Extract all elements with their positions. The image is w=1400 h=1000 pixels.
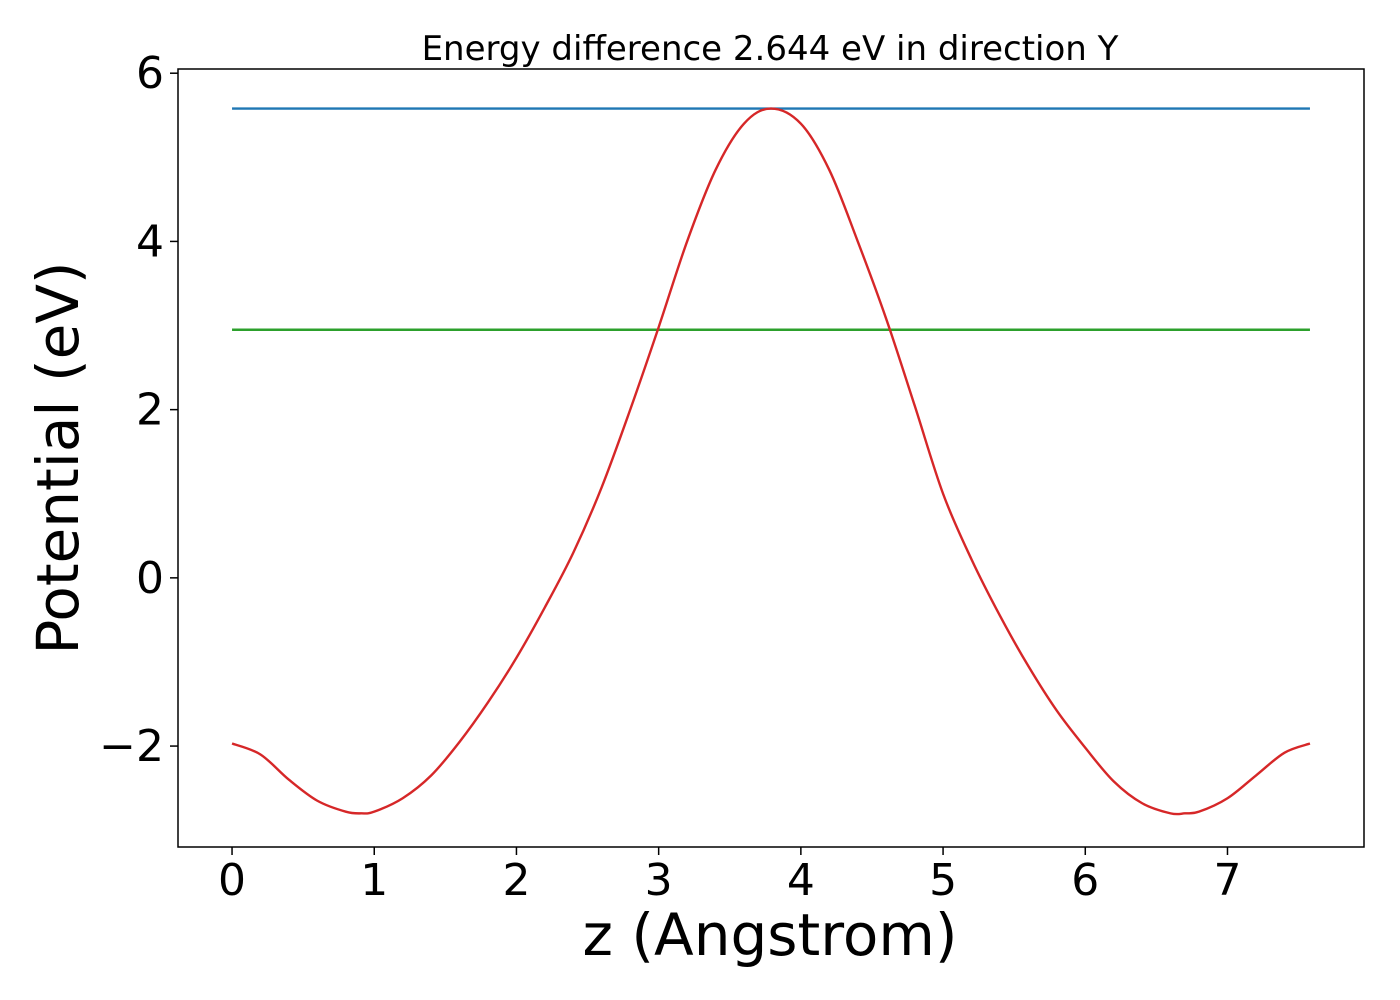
- y-tick-label: 4: [136, 216, 164, 267]
- x-tick-label: 3: [645, 855, 673, 906]
- potential-curve: [231, 107, 1311, 816]
- y-tick-label: 2: [136, 385, 164, 436]
- y-tick-label: 0: [136, 553, 164, 604]
- x-tick-label: 7: [1213, 855, 1241, 906]
- x-tick-label: 4: [787, 855, 815, 906]
- series-layer: [231, 107, 1311, 816]
- x-axis-label: z (Angstrom): [583, 901, 958, 969]
- x-tick-label: 0: [218, 855, 246, 906]
- chart-title: Energy difference 2.644 eV in direction …: [422, 29, 1119, 69]
- y-axis-label: Potential (eV): [24, 261, 92, 654]
- plot-frame: [177, 68, 1365, 848]
- x-tick-label: 6: [1071, 855, 1099, 906]
- y-tick-label: 6: [136, 48, 164, 99]
- x-tick-label: 1: [360, 855, 388, 906]
- y-tick-label: −2: [99, 721, 164, 772]
- x-axis: 0 1 2 3 4 5 6 7: [218, 847, 1241, 906]
- y-axis: −2 0 2 4 6: [99, 48, 178, 772]
- x-tick-label: 2: [502, 855, 530, 906]
- x-tick-label: 5: [929, 855, 957, 906]
